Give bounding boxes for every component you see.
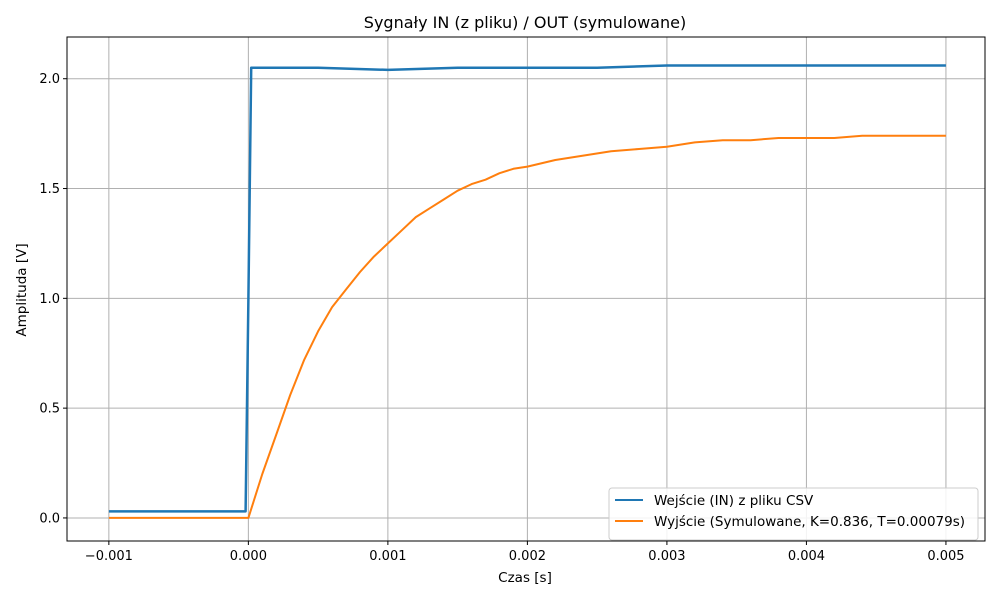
legend: Wejście (IN) z pliku CSV Wyjście (Symulo… — [608, 487, 979, 541]
y-tick-label: 1.0 — [39, 292, 60, 307]
legend-label-output: Wyjście (Symulowane, K=0.836, T=0.00079s… — [654, 514, 965, 530]
y-tick-label: 0.0 — [39, 511, 60, 526]
x-tick-label: 0.002 — [509, 549, 546, 564]
series-line-output — [108, 134, 946, 519]
x-tick-label: 0.001 — [369, 549, 406, 564]
x-tick-label: 0.005 — [927, 549, 964, 564]
x-tick-label: −0.001 — [85, 549, 133, 564]
series-line-input — [108, 64, 946, 513]
y-tick-label: 0.5 — [39, 402, 60, 417]
y-tick-label: 1.5 — [39, 182, 60, 197]
y-axis-title: Amplituda [V] — [14, 243, 30, 336]
plot-area-frame — [66, 36, 986, 542]
x-tick-label: 0.004 — [788, 549, 825, 564]
x-axis-title: Czas [s] — [498, 570, 552, 586]
y-tick-label: 2.0 — [39, 72, 60, 87]
legend-box — [608, 487, 979, 541]
x-tick-label: 0.003 — [648, 549, 685, 564]
chart-title: Sygnały IN (z pliku) / OUT (symulowane) — [364, 13, 686, 32]
axis-ticks: −0.001 0.000 0.001 0.002 0.003 0.004 0.005 0.0 0… — [39, 72, 964, 564]
legend-label-input: Wejście (IN) z pliku CSV — [654, 493, 814, 509]
x-tick-label: 0.000 — [230, 549, 267, 564]
series-layer — [108, 64, 946, 519]
